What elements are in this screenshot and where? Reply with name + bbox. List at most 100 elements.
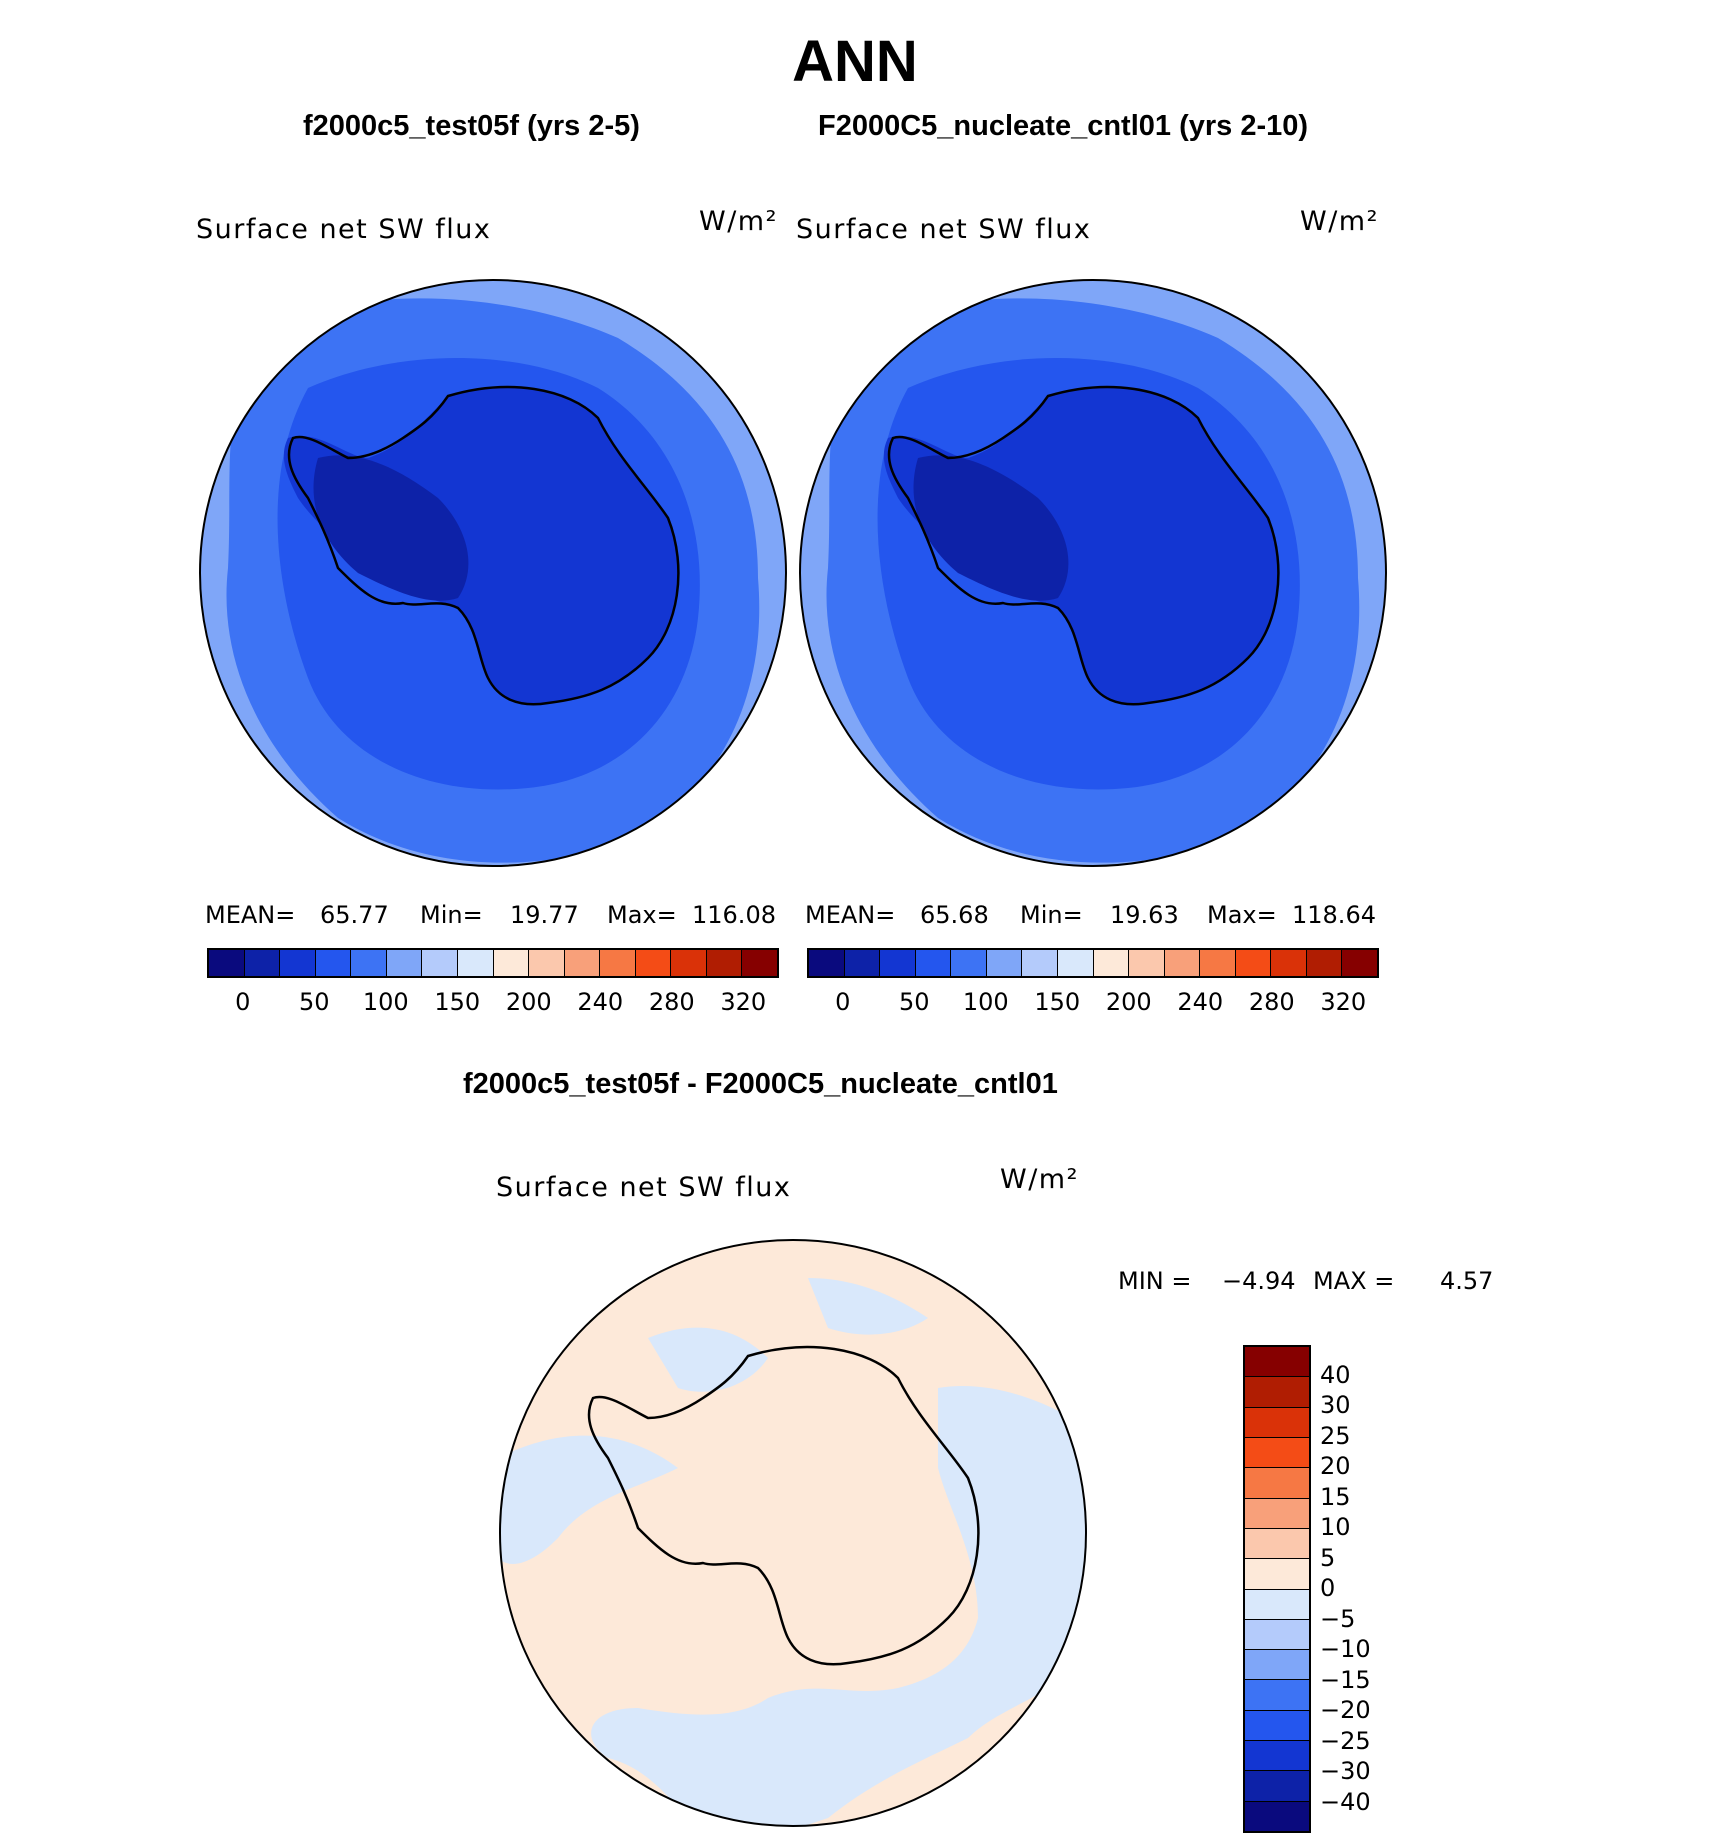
panel-diff-min-label: MIN =	[1118, 1267, 1192, 1295]
colorbar-tick-label: −40	[1320, 1787, 1371, 1816]
colorbar-swatch	[706, 950, 743, 976]
panel-b-min-value: 19.63	[1110, 901, 1179, 929]
colorbar-swatch	[1245, 1771, 1309, 1802]
colorbar-tick-label: −20	[1320, 1696, 1371, 1724]
panel-a-header: f2000c5_test05f (yrs 2-5)	[303, 110, 640, 142]
colorbar-tick-label: 200	[1105, 988, 1152, 1016]
colorbar-tick-label: 280	[648, 988, 695, 1016]
panel-b-west-antarctica-field	[913, 455, 1069, 601]
panel-diff-colorbar	[1243, 1345, 1311, 1833]
colorbar-swatch	[1245, 1619, 1309, 1651]
panel-b-colorbar	[807, 948, 1379, 978]
panel-b-mean-label: MEAN=	[805, 901, 896, 929]
colorbar-tick-label: 320	[1320, 988, 1367, 1016]
colorbar-tick-label: 0	[235, 988, 251, 1016]
colorbar-swatch	[1245, 1650, 1309, 1681]
colorbar-swatch	[1245, 1407, 1309, 1438]
colorbar-swatch	[1245, 1498, 1309, 1529]
panel-a-min-label: Min=	[420, 901, 483, 929]
colorbar-swatch	[742, 950, 777, 976]
colorbar-swatch	[244, 950, 281, 976]
colorbar-swatch	[951, 950, 987, 976]
colorbar-tick-label: −5	[1320, 1604, 1356, 1633]
colorbar-swatch	[1342, 950, 1377, 976]
panel-a-mean-value: 65.77	[320, 901, 389, 929]
colorbar-swatch	[1245, 1710, 1309, 1742]
colorbar-swatch	[1245, 1589, 1309, 1620]
panel-b-units: W/m²	[1300, 206, 1379, 237]
panel-a-min-value: 19.77	[510, 901, 579, 929]
colorbar-swatch	[1245, 1801, 1309, 1831]
panel-a-max-value: 116.08	[692, 901, 776, 929]
colorbar-swatch	[1235, 950, 1272, 976]
colorbar-tick-label: 10	[1320, 1513, 1351, 1541]
colorbar-swatch	[315, 950, 352, 976]
panel-a-polar-map	[199, 279, 787, 867]
colorbar-tick-label: 20	[1320, 1452, 1351, 1480]
colorbar-swatch	[1245, 1680, 1309, 1711]
panel-b-variable-label: Surface net SW flux	[796, 214, 1092, 245]
panel-diff-field-negative-north	[808, 1278, 928, 1335]
panel-diff-coastline	[587, 1345, 980, 1666]
panel-a-mean-label: MEAN=	[205, 901, 296, 929]
panel-diff-polar-map	[499, 1239, 1087, 1827]
colorbar-tick-label: 50	[298, 988, 330, 1016]
panel-diff-min-value: −4.94	[1222, 1267, 1296, 1295]
panel-a-west-antarctica-field	[313, 455, 469, 601]
panel-diff-header: f2000c5_test05f - F2000C5_nucleate_cntl0…	[463, 1068, 1058, 1100]
panel-diff-field-negative-small	[648, 1327, 768, 1392]
colorbar-swatch	[1022, 950, 1058, 976]
panel-diff-field-negative-east	[591, 1386, 1086, 1826]
colorbar-swatch	[809, 950, 845, 976]
panel-a-variable-label: Surface net SW flux	[196, 214, 492, 245]
panel-b-max-label: Max=	[1207, 901, 1277, 929]
colorbar-swatch	[880, 950, 916, 976]
colorbar-swatch	[671, 950, 707, 976]
colorbar-tick-label: 0	[835, 988, 851, 1016]
colorbar-tick-label: 100	[362, 988, 409, 1016]
colorbar-swatch	[1200, 950, 1236, 976]
colorbar-swatch	[422, 950, 458, 976]
colorbar-swatch	[1271, 950, 1307, 976]
colorbar-tick-label: 150	[434, 988, 481, 1016]
panel-b-header: F2000C5_nucleate_cntl01 (yrs 2-10)	[818, 110, 1309, 142]
colorbar-tick-label: 240	[1177, 988, 1224, 1016]
colorbar-swatch	[1245, 1468, 1309, 1499]
colorbar-swatch	[635, 950, 672, 976]
colorbar-tick-label: 100	[962, 988, 1009, 1016]
panel-a-coastline	[287, 385, 680, 706]
colorbar-swatch	[915, 950, 952, 976]
colorbar-swatch	[457, 950, 494, 976]
colorbar-tick-label: 30	[1320, 1391, 1351, 1419]
colorbar-tick-label: −25	[1320, 1726, 1371, 1755]
colorbar-tick-label: 15	[1320, 1482, 1351, 1511]
colorbar-tick-label: 50	[898, 988, 930, 1016]
colorbar-swatch	[493, 950, 530, 976]
colorbar-swatch	[209, 950, 245, 976]
colorbar-swatch	[1245, 1559, 1309, 1590]
colorbar-swatch	[564, 950, 601, 976]
colorbar-swatch	[1245, 1741, 1309, 1772]
colorbar-tick-label: 150	[1034, 988, 1081, 1016]
colorbar-tick-label: 240	[577, 988, 624, 1016]
panel-diff-variable-label: Surface net SW flux	[496, 1172, 792, 1203]
colorbar-swatch	[351, 950, 387, 976]
colorbar-tick-label: 25	[1320, 1421, 1351, 1450]
colorbar-swatch	[1245, 1437, 1309, 1469]
colorbar-swatch	[386, 950, 423, 976]
panel-diff-map-border	[499, 1239, 1087, 1827]
colorbar-swatch	[1245, 1528, 1309, 1560]
colorbar-tick-label: −10	[1320, 1635, 1371, 1663]
colorbar-tick-label: 200	[505, 988, 552, 1016]
panel-b-mean-value: 65.68	[920, 901, 989, 929]
panel-b-coastline	[887, 385, 1280, 706]
colorbar-tick-label: 5	[1320, 1543, 1336, 1572]
panel-diff-max-label: MAX =	[1313, 1267, 1395, 1295]
colorbar-swatch	[1164, 950, 1201, 976]
panel-a-map-border	[199, 279, 787, 867]
colorbar-swatch	[1306, 950, 1343, 976]
panel-a-colorbar	[207, 948, 779, 978]
colorbar-swatch	[1245, 1377, 1309, 1408]
panel-diff-units: W/m²	[1000, 1164, 1079, 1195]
colorbar-tick-label: −30	[1320, 1757, 1371, 1785]
